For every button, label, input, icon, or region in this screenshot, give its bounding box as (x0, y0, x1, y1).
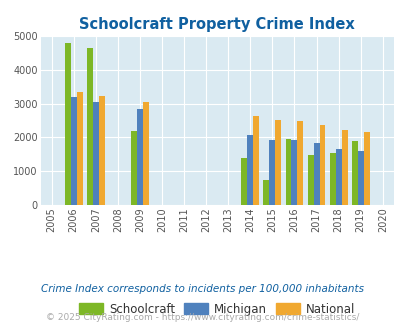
Bar (65, 43, 70, 205)
Text: © 2025 CityRating.com - https://www.cityrating.com/crime-statistics/: © 2025 CityRating.com - https://www.city… (46, 313, 359, 322)
Bar (275, 120, 281, 205)
Bar (131, 131, 136, 205)
Bar (241, 158, 247, 205)
Bar (319, 125, 325, 205)
Bar (87, 48, 93, 205)
Legend: Schoolcraft, Michigan, National: Schoolcraft, Michigan, National (75, 298, 359, 320)
Title: Schoolcraft Property Crime Index: Schoolcraft Property Crime Index (79, 17, 354, 32)
Bar (335, 149, 341, 205)
Bar (70, 97, 77, 205)
Bar (291, 140, 297, 205)
Bar (253, 116, 259, 205)
Bar (297, 121, 303, 205)
Bar (269, 140, 275, 205)
Bar (313, 143, 319, 205)
Bar (247, 135, 253, 205)
Bar (341, 130, 347, 205)
Bar (143, 102, 149, 205)
Bar (357, 151, 363, 205)
Bar (329, 153, 335, 205)
Bar (307, 155, 313, 205)
Bar (285, 139, 291, 205)
Bar (98, 96, 104, 205)
Bar (93, 102, 98, 205)
Bar (77, 92, 83, 205)
Bar (263, 181, 269, 205)
Bar (136, 109, 143, 205)
Bar (363, 132, 369, 205)
Bar (351, 141, 357, 205)
Text: Crime Index corresponds to incidents per 100,000 inhabitants: Crime Index corresponds to incidents per… (41, 284, 364, 294)
